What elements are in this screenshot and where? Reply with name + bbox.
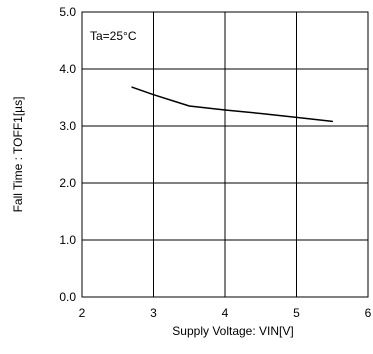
temperature-annotation: Ta=25°C [90,29,137,43]
y-tick-label: 2.0 [59,176,76,190]
y-tick-label: 1.0 [59,233,76,247]
x-tick-label: 3 [150,306,157,320]
x-tick-label: 5 [293,306,300,320]
x-tick-label: 2 [79,306,86,320]
x-axis-label: Supply Voltage: VIN[V] [172,324,293,338]
y-axis-label: Fall Time : TOFF1[µs] [11,97,25,213]
y-tick-label: 3.0 [59,119,76,133]
y-axis-ticks: 0.0 1.0 2.0 3.0 4.0 5.0 [59,5,87,304]
x-axis-ticks: 2 3 4 5 6 [79,292,372,320]
series-line [131,86,334,123]
y-tick-label: 4.0 [59,62,76,76]
x-tick-label: 6 [365,306,372,320]
y-tick-label: 0.0 [59,290,76,304]
grid-lines [82,12,368,297]
y-tick-label: 5.0 [59,5,76,19]
x-tick-label: 4 [222,306,229,320]
